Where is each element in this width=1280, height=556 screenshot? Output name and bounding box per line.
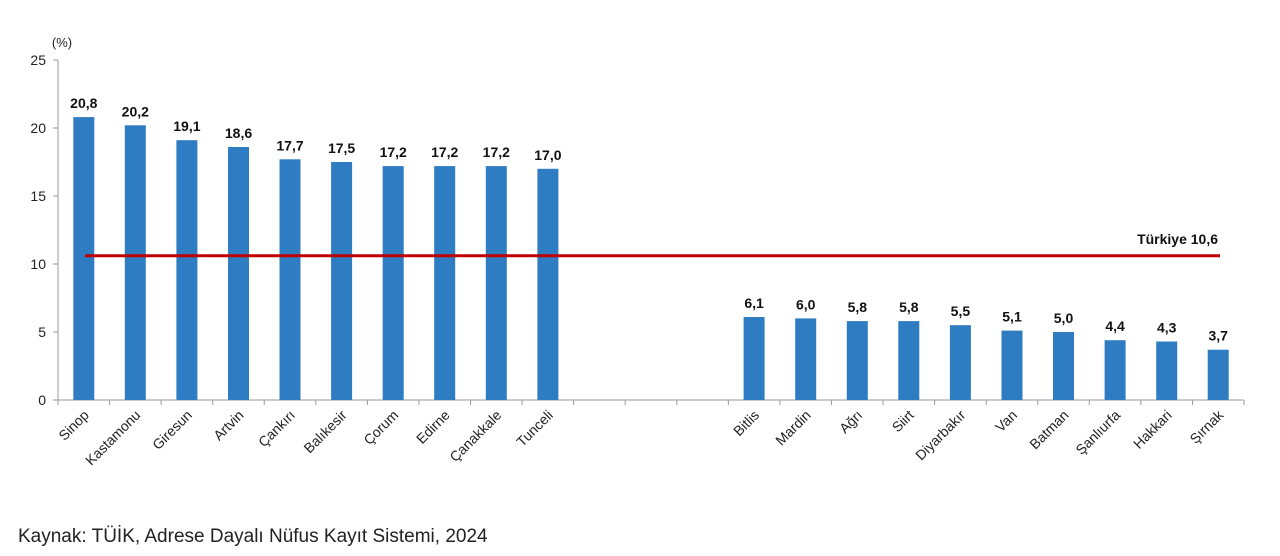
reference-line-label: Türkiye 10,6: [1137, 231, 1218, 247]
category-label: Çanakkale: [446, 407, 504, 465]
bar: [1156, 341, 1178, 400]
data-label: 6,1: [744, 295, 764, 311]
data-label: 17,5: [328, 140, 355, 156]
y-tick-label: 25: [30, 52, 46, 68]
bar: [898, 321, 920, 400]
bar: [743, 317, 765, 400]
y-tick-label: 20: [30, 120, 46, 136]
bar: [124, 125, 146, 401]
data-label: 17,2: [483, 144, 510, 160]
data-label: 17,0: [534, 147, 561, 163]
bar: [73, 117, 95, 400]
bar: [176, 140, 198, 400]
bar: [795, 318, 817, 400]
source-note: Kaynak: TÜİK, Adrese Dayalı Nüfus Kayıt …: [18, 526, 488, 547]
data-label: 5,8: [899, 299, 919, 315]
data-label: 5,5: [951, 303, 971, 319]
bar: [949, 325, 971, 400]
category-label: Şanlıurfa: [1072, 407, 1123, 458]
data-label: 20,2: [122, 103, 149, 119]
y-tick-label: 0: [38, 392, 46, 408]
bars: 20,8 20,2 19,1 18,6 17,7 17,5 17,2 17,2 17,2 17,0…: [70, 95, 1229, 401]
bar: [537, 168, 559, 400]
y-unit-label: (%): [52, 35, 72, 50]
y-tick-label: 10: [30, 256, 46, 272]
bar: [1207, 349, 1229, 400]
category-label: Diyarbakır: [912, 407, 969, 464]
category-label: Şırnak: [1186, 406, 1227, 447]
category-label: Artvin: [210, 407, 247, 444]
category-label: Çankırı: [255, 407, 298, 450]
category-label: Ağrı: [836, 407, 865, 436]
category-label: Siirt: [889, 407, 917, 435]
category-label: Batman: [1026, 407, 1071, 452]
data-label: 5,1: [1002, 309, 1022, 325]
data-label: 5,0: [1054, 310, 1074, 326]
y-axis: 0 5 10 15 20 25 (%): [30, 35, 72, 408]
y-tick-label: 15: [30, 188, 46, 204]
data-label: 17,2: [380, 144, 407, 160]
bar: [382, 166, 404, 400]
bar: [1053, 332, 1074, 400]
data-label: 20,8: [70, 95, 97, 111]
bar: [434, 166, 456, 400]
data-label: 4,4: [1105, 318, 1125, 334]
y-tick-label: 5: [38, 324, 46, 340]
bar: [846, 321, 868, 400]
data-label: 4,3: [1157, 320, 1177, 336]
data-label: 19,1: [173, 118, 200, 134]
category-label: Kastamonu: [82, 407, 143, 468]
category-label: Van: [992, 407, 1020, 435]
category-label: Balıkesir: [300, 407, 350, 457]
category-label: Bitlis: [730, 407, 762, 439]
bar: [1001, 330, 1023, 400]
bar: [485, 166, 507, 400]
data-label: 3,7: [1208, 328, 1228, 344]
bar: [1104, 340, 1126, 400]
category-label: Mardin: [772, 407, 814, 449]
category-label: Tunceli: [513, 407, 556, 450]
bar: [331, 162, 353, 400]
data-label: 17,7: [276, 137, 303, 153]
data-label: 5,8: [848, 299, 868, 315]
data-label: 17,2: [431, 144, 458, 160]
category-label: Edirne: [413, 407, 453, 447]
bar: [279, 159, 301, 400]
category-label: Sinop: [55, 407, 92, 444]
data-label: 18,6: [225, 125, 252, 141]
category-label: Giresun: [149, 407, 195, 453]
reference-line-group: Türkiye 10,6: [85, 231, 1220, 258]
data-label: 6,0: [796, 296, 816, 312]
category-label: Hakkari: [1130, 407, 1175, 452]
category-label: Çorum: [360, 407, 401, 448]
bar: [228, 147, 249, 400]
